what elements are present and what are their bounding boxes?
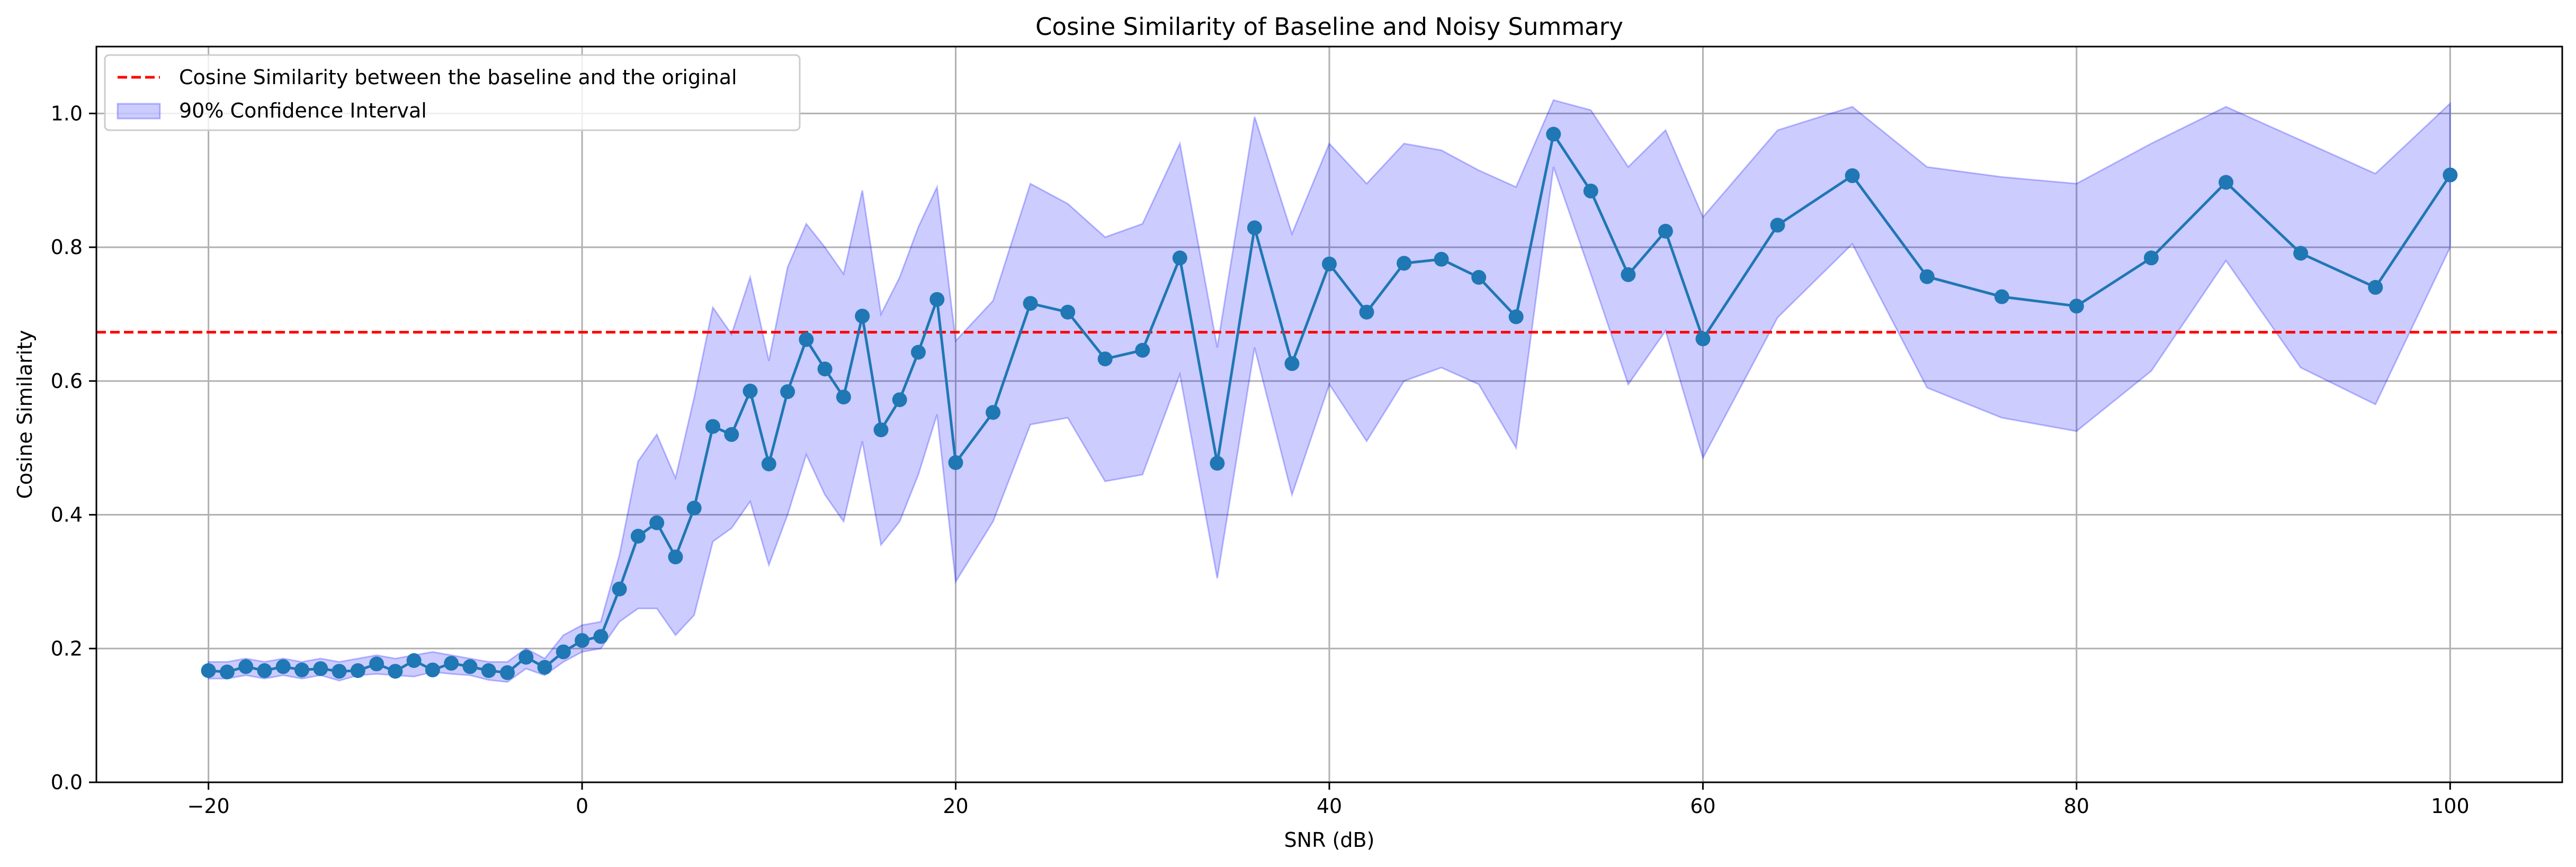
data-point xyxy=(873,422,889,438)
data-point xyxy=(2293,246,2309,261)
data-points xyxy=(201,127,2458,680)
data-point xyxy=(332,664,347,679)
data-point xyxy=(1770,218,1785,233)
data-point xyxy=(948,455,963,470)
x-tick-label: 40 xyxy=(1317,794,1342,818)
y-tick-label: 1.0 xyxy=(51,102,83,125)
data-point xyxy=(705,419,720,434)
data-point xyxy=(817,362,833,377)
data-point xyxy=(724,427,739,442)
data-point xyxy=(761,456,776,472)
x-tick-label: 20 xyxy=(943,794,968,818)
y-tick-label: 0.4 xyxy=(51,503,83,527)
confidence-interval-area xyxy=(208,99,2451,683)
data-point xyxy=(1434,251,1449,267)
data-point xyxy=(630,529,646,544)
data-point xyxy=(1695,331,1711,347)
data-point xyxy=(556,644,571,660)
data-point xyxy=(1060,304,1076,320)
data-point xyxy=(294,662,309,678)
data-point xyxy=(1097,351,1113,367)
data-point xyxy=(350,663,365,678)
data-point xyxy=(257,663,272,678)
y-axis-label: Cosine Similarity xyxy=(13,330,37,499)
data-point xyxy=(686,500,702,516)
data-point xyxy=(2368,279,2383,295)
data-point xyxy=(799,332,814,347)
confidence-band xyxy=(208,99,2451,683)
data-point xyxy=(369,656,384,672)
data-point xyxy=(780,384,795,399)
data-point xyxy=(388,664,403,679)
data-point xyxy=(593,629,609,644)
data-point xyxy=(1322,256,1337,272)
data-point xyxy=(406,653,422,668)
y-axis-ticks: 0.0 0.2 0.4 0.6 0.8 1.0 xyxy=(51,102,96,794)
data-point xyxy=(481,663,496,678)
data-point xyxy=(1397,256,1412,271)
data-point xyxy=(1210,456,1225,471)
data-point xyxy=(462,659,478,674)
data-point xyxy=(1023,296,1038,311)
data-point xyxy=(1359,304,1374,320)
data-point xyxy=(1172,250,1187,266)
legend: Cosine Similarity between the baseline a… xyxy=(104,54,801,131)
x-axis-ticks: −20 0 20 40 60 80 100 xyxy=(187,782,2470,818)
data-point xyxy=(425,662,440,678)
data-point xyxy=(1919,269,1935,284)
data-point xyxy=(1621,267,1636,282)
data-point xyxy=(1845,168,1860,183)
data-point xyxy=(612,581,627,597)
chart-title: Cosine Similarity of Baseline and Noisy … xyxy=(1035,13,1623,41)
data-point xyxy=(2069,299,2084,314)
data-point xyxy=(444,656,459,671)
legend-reference-line-label: Cosine Similarity between the baseline a… xyxy=(179,66,737,89)
data-point xyxy=(1508,309,1524,324)
x-tick-label: 0 xyxy=(576,794,588,818)
data-point xyxy=(1546,127,1561,142)
x-tick-label: −20 xyxy=(187,794,230,818)
data-point xyxy=(1994,289,2009,304)
data-point xyxy=(649,515,665,530)
data-point xyxy=(836,390,851,405)
y-tick-label: 0.8 xyxy=(51,236,83,259)
data-point xyxy=(518,649,534,665)
data-point xyxy=(855,309,870,324)
data-point xyxy=(1658,223,1673,239)
data-point xyxy=(575,633,590,648)
data-point xyxy=(1135,342,1150,358)
x-tick-label: 100 xyxy=(2431,794,2470,818)
y-tick-label: 0.2 xyxy=(51,637,83,660)
data-point xyxy=(892,392,907,408)
data-point xyxy=(2144,250,2159,266)
data-point xyxy=(219,664,235,680)
data-point xyxy=(313,661,328,676)
data-point xyxy=(537,660,552,675)
data-point xyxy=(275,659,291,674)
data-point xyxy=(1247,220,1262,236)
data-point xyxy=(1583,183,1598,198)
data-point xyxy=(1284,356,1300,371)
data-point xyxy=(2219,175,2234,190)
legend-frame xyxy=(104,54,801,131)
data-point xyxy=(911,345,926,360)
legend-band-label: 90% Confidence Interval xyxy=(179,99,427,122)
data-point xyxy=(201,663,216,678)
legend-band-swatch xyxy=(117,103,161,120)
data-point xyxy=(986,405,1001,420)
data-point xyxy=(743,383,758,399)
y-tick-label: 0.0 xyxy=(51,771,83,794)
x-axis-label: SNR (dB) xyxy=(1284,828,1375,852)
data-point xyxy=(1471,270,1487,285)
data-point xyxy=(500,665,515,680)
data-point xyxy=(929,292,945,307)
data-point xyxy=(2443,167,2458,183)
x-tick-label: 60 xyxy=(1690,794,1715,818)
y-tick-label: 0.6 xyxy=(51,369,83,393)
x-tick-label: 80 xyxy=(2064,794,2089,818)
data-point xyxy=(668,549,683,565)
data-point xyxy=(238,659,254,674)
